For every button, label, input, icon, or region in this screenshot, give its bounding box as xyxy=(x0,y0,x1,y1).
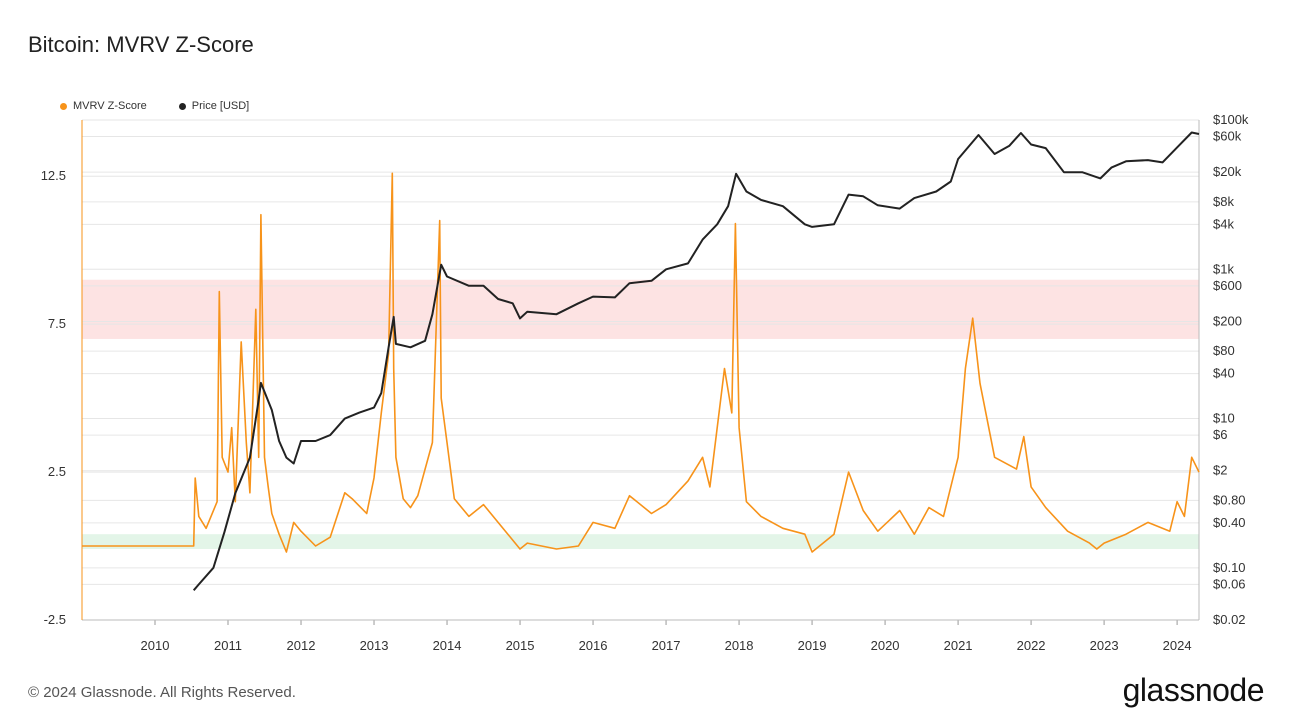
x-tick-label: 2014 xyxy=(433,638,462,653)
x-tick-label: 2012 xyxy=(287,638,316,653)
x-tick-label: 2022 xyxy=(1017,638,1046,653)
y-left-tick-label: -2.5 xyxy=(44,612,66,627)
y-right-tick-label: $60k xyxy=(1213,129,1242,144)
y-right-tick-label: $0.80 xyxy=(1213,492,1246,507)
legend-item-mvrv[interactable]: MVRV Z-Score xyxy=(60,100,147,112)
mvrv-series-line xyxy=(82,172,1200,553)
y-left-tick-label: 2.5 xyxy=(48,464,66,479)
y-right-tick-label: $4k xyxy=(1213,216,1234,231)
y-left-tick-label: 12.5 xyxy=(41,168,66,183)
legend-label-mvrv: MVRV Z-Score xyxy=(73,100,147,112)
y-right-tick-label: $8k xyxy=(1213,194,1234,209)
x-tick-label: 2018 xyxy=(725,638,754,653)
x-tick-label: 2013 xyxy=(360,638,389,653)
green-band xyxy=(82,534,1199,549)
x-tick-label: 2021 xyxy=(944,638,973,653)
x-tick-label: 2015 xyxy=(506,638,535,653)
y-right-tick-label: $600 xyxy=(1213,278,1242,293)
copyright-text: © 2024 Glassnode. All Rights Reserved. xyxy=(28,684,296,701)
y-right-tick-label: $1k xyxy=(1213,261,1234,276)
y-right-tick-label: $0.02 xyxy=(1213,612,1246,627)
y-right-tick-label: $0.10 xyxy=(1213,560,1246,575)
y-right-tick-label: $100k xyxy=(1213,112,1249,127)
legend: MVRV Z-Score Price [USD] xyxy=(60,100,249,112)
red-band xyxy=(82,279,1199,339)
y-right-tick-label: $20k xyxy=(1213,164,1242,179)
x-tick-label: 2024 xyxy=(1163,638,1192,653)
x-tick-label: 2019 xyxy=(798,638,827,653)
x-tick-label: 2017 xyxy=(652,638,681,653)
y-right-tick-label: $0.40 xyxy=(1213,515,1246,530)
y-right-tick-label: $10 xyxy=(1213,411,1235,426)
y-right-tick-label: $2 xyxy=(1213,463,1227,478)
y-right-tick-label: $200 xyxy=(1213,313,1242,328)
x-tick-label: 2020 xyxy=(871,638,900,653)
y-left-tick-label: 7.5 xyxy=(48,316,66,331)
x-tick-label: 2016 xyxy=(579,638,608,653)
x-tick-label: 2023 xyxy=(1090,638,1119,653)
y-right-tick-label: $40 xyxy=(1213,366,1235,381)
y-right-tick-label: $80 xyxy=(1213,343,1235,358)
glassnode-logo: glassnode xyxy=(1122,672,1265,708)
x-tick-label: 2011 xyxy=(214,638,242,653)
price-legend-dot xyxy=(178,102,186,110)
legend-label-price: Price [USD] xyxy=(191,100,250,112)
mvrv-legend-dot xyxy=(60,102,67,110)
legend-item-price[interactable]: Price [USD] xyxy=(178,100,250,112)
y-right-tick-label: $0.06 xyxy=(1213,576,1246,591)
y-right-tick-label: $6 xyxy=(1213,427,1227,442)
x-tick-label: 2010 xyxy=(141,638,170,653)
chart-title: Bitcoin: MVRV Z-Score xyxy=(28,32,254,57)
price-series-line xyxy=(192,131,1200,591)
